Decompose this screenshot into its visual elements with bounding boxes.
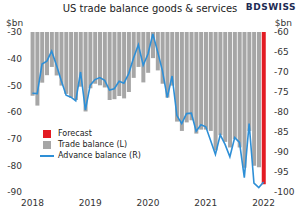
html-text:Trade balance (L): Trade balance (L)	[58, 140, 128, 149]
svg-text:-50: -50	[8, 81, 22, 91]
html-text:US trade balance goods & servi: US trade balance goods & services	[62, 3, 238, 14]
html-text:$bn: $bn	[274, 18, 292, 28]
svg-text:-40: -40	[8, 54, 22, 64]
svg-text:-80: -80	[8, 161, 22, 171]
svg-text:2018: 2018	[21, 198, 44, 208]
svg-text:-60: -60	[274, 27, 289, 37]
svg-text:-90: -90	[274, 147, 289, 157]
svg-text:-70: -70	[8, 134, 22, 144]
svg-text:-70: -70	[274, 67, 289, 77]
svg-text:-30: -30	[8, 27, 22, 37]
svg-text:2019: 2019	[79, 198, 102, 208]
svg-text:-75: -75	[274, 87, 289, 97]
svg-text:-85: -85	[274, 127, 289, 137]
svg-text:-60: -60	[8, 107, 22, 117]
html-text:Advance balance (R): Advance balance (R)	[58, 151, 141, 160]
svg-text:2020: 2020	[137, 198, 160, 208]
html-text:BDSWISS: BDSWISS	[245, 2, 296, 12]
html-text:Forecast: Forecast	[58, 129, 92, 138]
html-text:$bn: $bn	[6, 18, 24, 28]
svg-text:-65: -65	[274, 47, 289, 57]
svg-text:2021: 2021	[194, 198, 217, 208]
svg-text:-90: -90	[8, 187, 22, 197]
svg-text:-80: -80	[274, 107, 289, 117]
svg-text:2022: 2022	[252, 198, 275, 208]
svg-text:-95: -95	[274, 167, 289, 177]
svg-text:-100: -100	[274, 187, 292, 197]
